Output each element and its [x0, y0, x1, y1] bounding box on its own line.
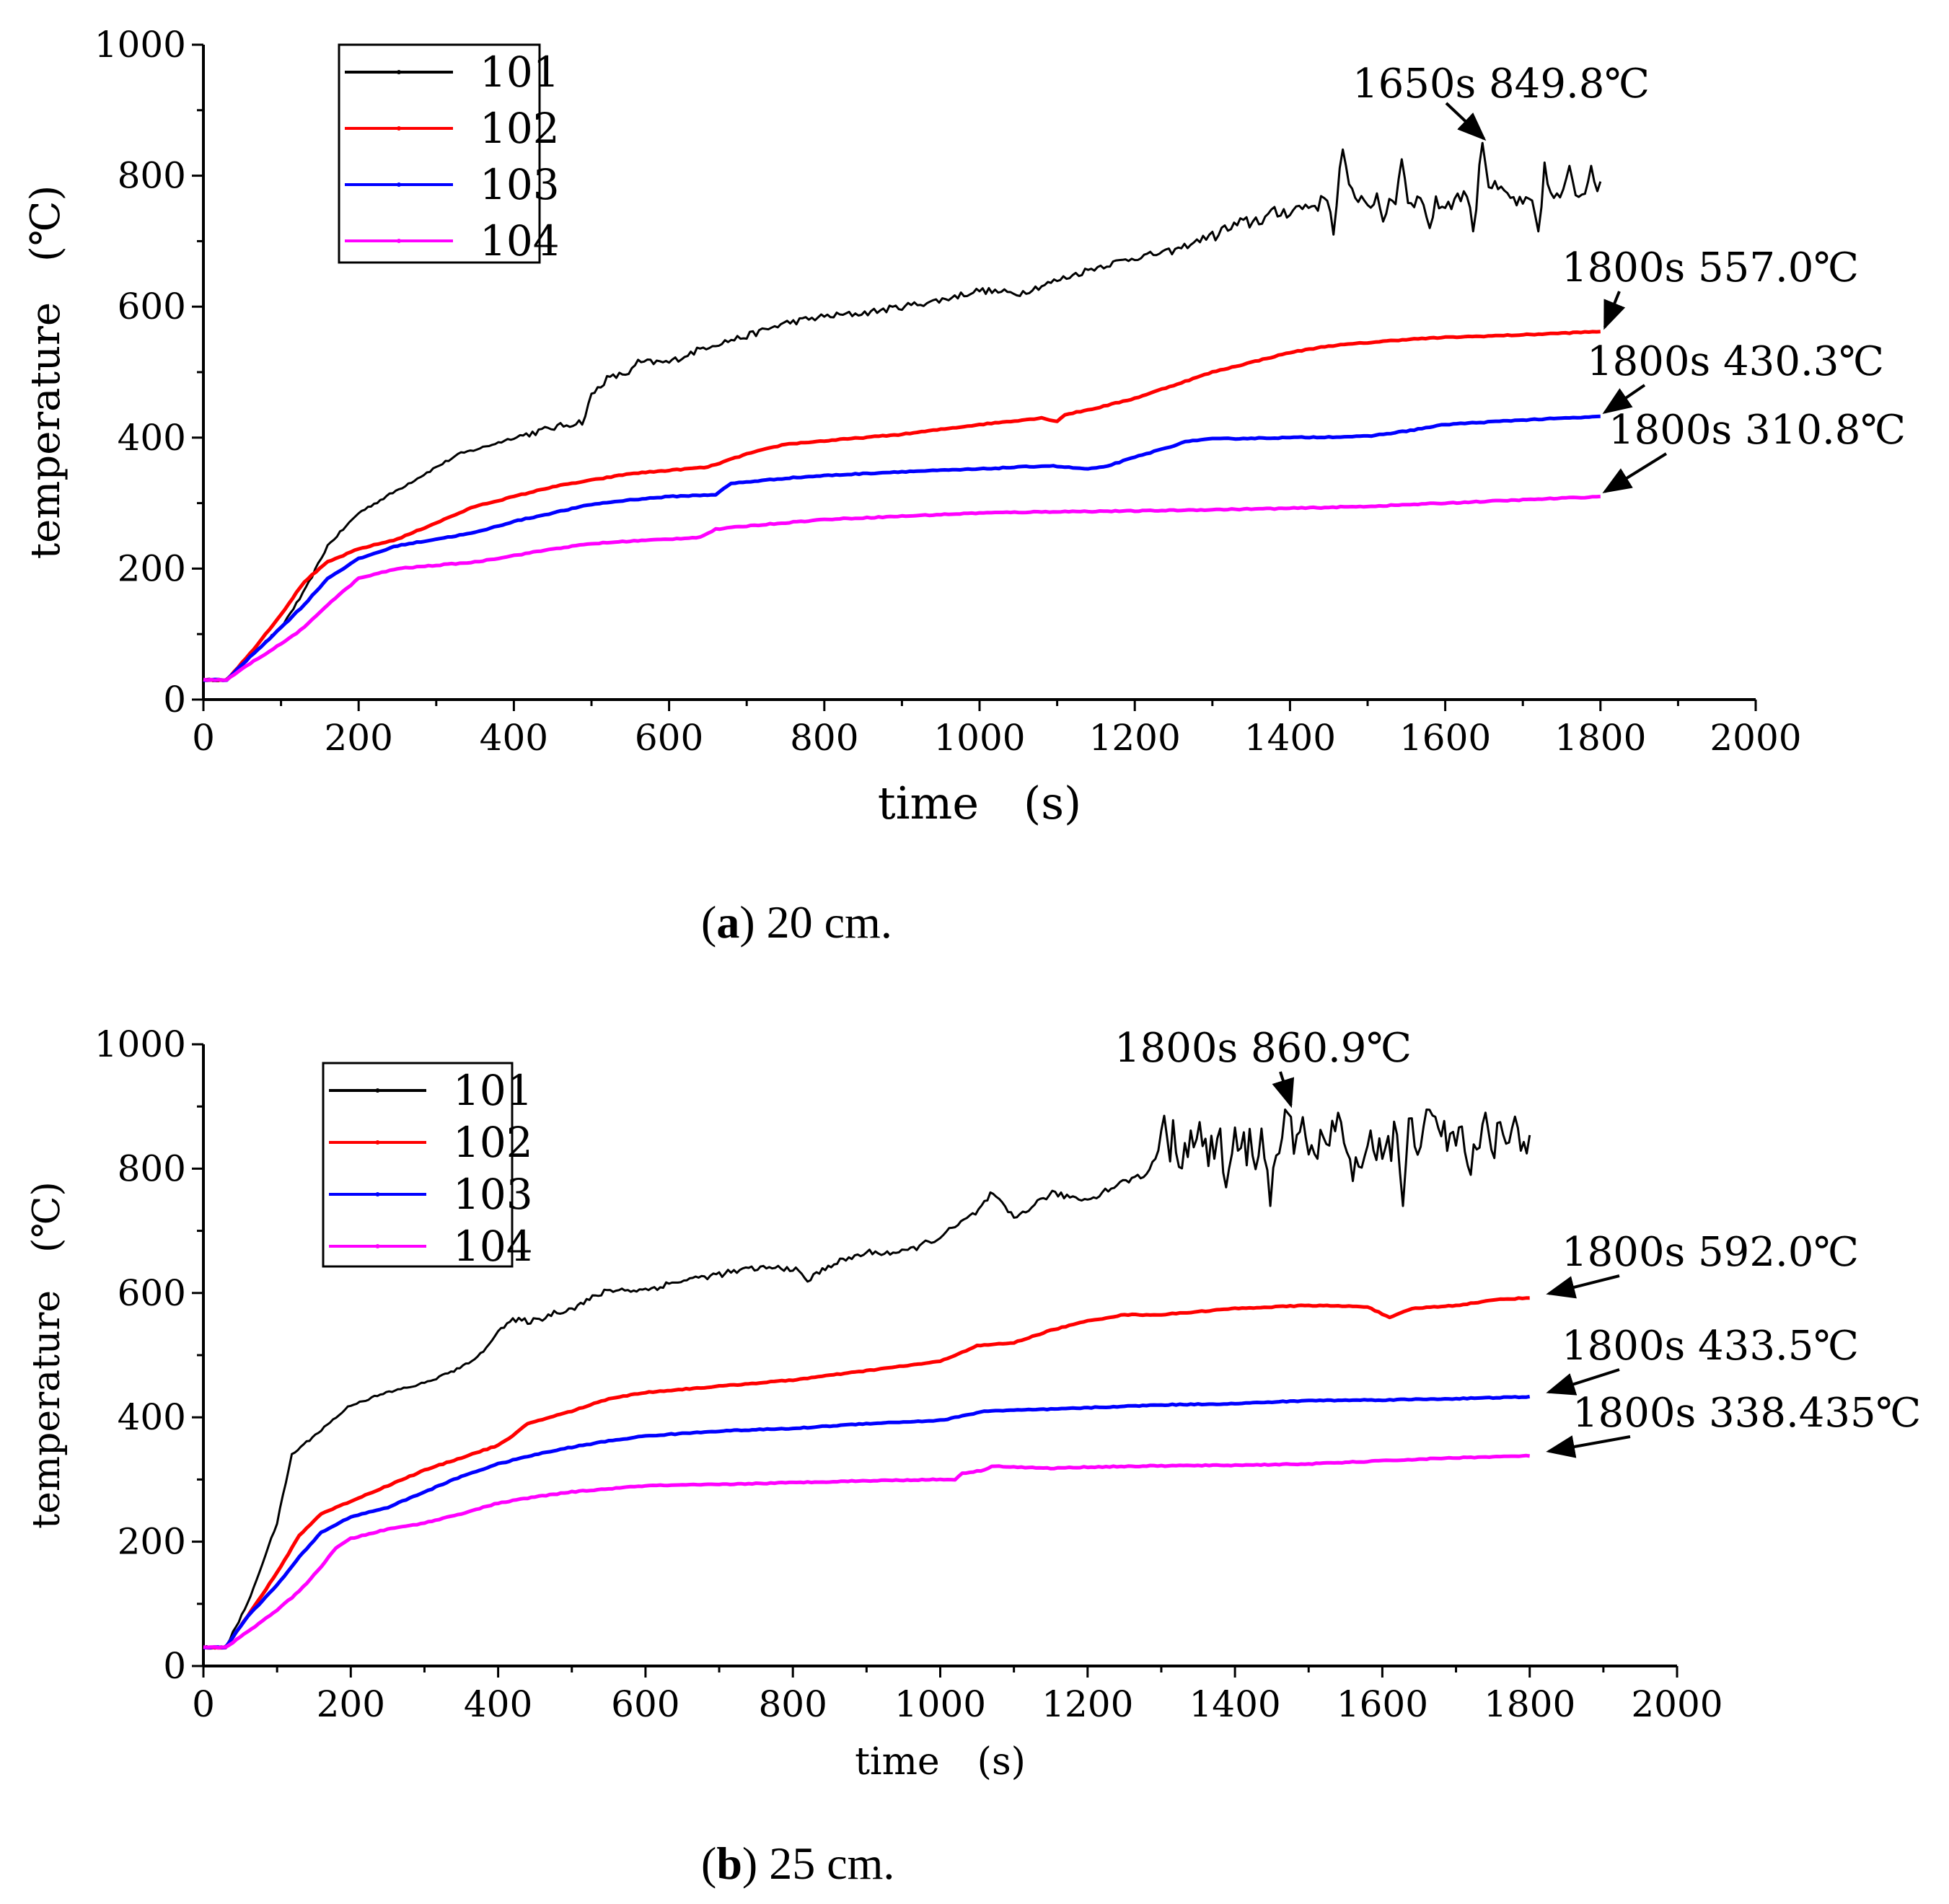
- x-tick-label: 2000: [1631, 1683, 1723, 1725]
- x-tick-label: 2000: [1710, 717, 1801, 759]
- caption-text: 20 cm.: [755, 896, 892, 948]
- legend-label-101: 101: [453, 1066, 533, 1115]
- x-axis-label: time (s): [878, 777, 1081, 829]
- caption-close-paren: ): [742, 1838, 757, 1889]
- legend-label-103: 103: [453, 1170, 533, 1219]
- series-103-line: [203, 414, 1601, 682]
- x-tick-label: 1600: [1337, 1683, 1428, 1725]
- series-103-line: [203, 1394, 1531, 1650]
- x-tick-label: 1000: [894, 1683, 986, 1725]
- x-tick-label: 1200: [1042, 1683, 1133, 1725]
- annotation-arrow: [1546, 1274, 1620, 1299]
- panel-a-20cm: 0 200 400 600 800 1000 1200 1400 1600 1800 2000 0 20…: [22, 24, 1906, 948]
- caption-letter: b: [716, 1838, 742, 1889]
- caption-close-paren: ): [739, 896, 754, 948]
- x-tick-label: 1400: [1189, 1683, 1280, 1725]
- x-axis-label: time (s): [855, 1740, 1026, 1784]
- annotation-arrow: [1602, 452, 1668, 493]
- y-tick-label: 400: [118, 1396, 186, 1438]
- annotation-arrow: [1546, 1368, 1620, 1396]
- y-axis-label: temperature (℃): [22, 185, 69, 560]
- legend-marker-102: [397, 126, 401, 131]
- legend-label-102: 102: [480, 104, 560, 153]
- legend-marker-103: [397, 182, 401, 187]
- x-tick-label: 400: [464, 1683, 532, 1725]
- annotation-arrow: [1602, 384, 1646, 415]
- y-tick-label: 800: [118, 155, 186, 197]
- legend-marker-102: [375, 1140, 380, 1145]
- legend-marker-103: [375, 1192, 380, 1196]
- x-tick-label: 1800: [1484, 1683, 1575, 1725]
- series-102-line: [203, 330, 1601, 682]
- caption-open-paren: (: [701, 896, 716, 948]
- legend-box: [338, 43, 541, 264]
- y-tick-label: 600: [118, 1272, 186, 1314]
- x-tick-label: 1400: [1244, 717, 1336, 759]
- x-tick-label: 200: [324, 717, 392, 759]
- legend-marker-104: [397, 239, 401, 243]
- legend-marker-101: [397, 70, 401, 74]
- y-tick-label: 800: [118, 1147, 186, 1189]
- legend-label-104: 104: [453, 1222, 533, 1271]
- y-tick-label: 200: [118, 1521, 186, 1563]
- y-tick-label: 1000: [94, 24, 186, 66]
- caption-text: 25 cm.: [757, 1838, 894, 1889]
- caption-letter: a: [716, 896, 739, 948]
- x-tick-label: 200: [317, 1683, 385, 1725]
- y-axis-label: temperature (℃): [25, 1181, 69, 1529]
- y-tick-label: 0: [163, 1645, 186, 1687]
- annotation-arrow: [1445, 102, 1487, 141]
- x-tick-label: 0: [192, 1683, 215, 1725]
- x-tick-label: 400: [480, 717, 548, 759]
- x-tick-label: 600: [611, 1683, 679, 1725]
- y-tick-label: 0: [163, 679, 186, 720]
- series-102-line: [203, 1296, 1530, 1650]
- annotation-arrow: [1603, 291, 1626, 330]
- panel-caption: (a) 20 cm.: [701, 896, 892, 948]
- legend-marker-104: [375, 1244, 380, 1248]
- annotation-label: 1800s 592.0℃: [1562, 1229, 1859, 1276]
- x-tick-label: 600: [635, 717, 703, 759]
- x-tick-label: 800: [790, 717, 858, 759]
- panel-b-25cm: 0 200 400 600 800 1000 1200 1400 1600 1800 2000 0 20…: [25, 1023, 1921, 1889]
- annotation-label: 1650s 849.8℃: [1352, 61, 1650, 107]
- series-101-line: [203, 1109, 1531, 1650]
- annotation-label: 1800s 433.5℃: [1562, 1323, 1859, 1370]
- x-tick-label: 1800: [1554, 717, 1646, 759]
- x-tick-label: 1000: [933, 717, 1025, 759]
- annotation-label: 1800s 430.3℃: [1587, 338, 1884, 385]
- legend-label-103: 103: [480, 160, 560, 209]
- x-tick-label: 1600: [1399, 717, 1491, 759]
- legend-label-104: 104: [480, 216, 560, 265]
- x-tick-label: 800: [758, 1683, 827, 1725]
- caption-open-paren: (: [701, 1838, 716, 1889]
- annotation-label: 1800s 310.8℃: [1609, 407, 1906, 454]
- annotation-arrow: [1272, 1071, 1295, 1109]
- annotation-label: 1800s 338.435℃: [1572, 1390, 1921, 1437]
- legend-label-102: 102: [453, 1118, 533, 1167]
- annotation-label: 1800s 557.0℃: [1562, 244, 1859, 291]
- y-tick-label: 200: [118, 547, 186, 589]
- y-tick-label: 400: [118, 417, 186, 459]
- series-104-line: [203, 1453, 1531, 1650]
- x-tick-label: 1200: [1089, 717, 1181, 759]
- x-tick-label: 0: [192, 717, 215, 759]
- series-101-line: [203, 141, 1602, 682]
- series-104-line: [203, 494, 1601, 682]
- y-tick-label: 600: [118, 286, 186, 327]
- panel-caption: (b) 25 cm.: [701, 1838, 894, 1889]
- annotation-label: 1800s 860.9℃: [1114, 1025, 1412, 1072]
- legend-marker-101: [375, 1088, 380, 1093]
- legend-label-101: 101: [480, 48, 560, 97]
- annotation-arrow: [1546, 1435, 1631, 1458]
- legend-box: [322, 1062, 514, 1268]
- y-tick-label: 1000: [94, 1023, 186, 1065]
